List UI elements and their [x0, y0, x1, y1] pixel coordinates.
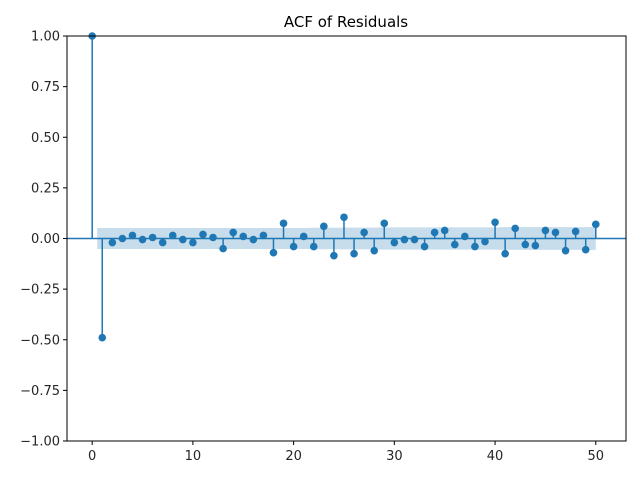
- stem-marker: [571, 227, 580, 236]
- y-tick-label: −0.75: [20, 384, 60, 399]
- stem-marker: [309, 242, 318, 251]
- stem-marker: [370, 246, 378, 255]
- stem-marker: [189, 238, 197, 247]
- stem-marker: [420, 242, 429, 251]
- stem-marker: [148, 233, 157, 242]
- stem-marker: [158, 238, 167, 247]
- stem-marker: [551, 228, 560, 237]
- stem-marker: [219, 244, 227, 253]
- stem-marker: [269, 248, 278, 257]
- stem-marker: [561, 246, 570, 255]
- stem-marker: [491, 218, 499, 227]
- stem-marker: [320, 222, 328, 231]
- stem-marker: [98, 333, 107, 342]
- stem-marker: [360, 228, 368, 237]
- x-tick-label: 20: [285, 449, 302, 464]
- y-tick-label: 0.75: [31, 80, 60, 95]
- stem-marker: [289, 242, 298, 251]
- stem-marker: [400, 235, 409, 244]
- stem-marker: [591, 220, 600, 229]
- stem-marker: [501, 249, 509, 258]
- y-tick-label: 0.00: [31, 232, 60, 247]
- x-tick-label: 30: [386, 449, 403, 464]
- stem-marker: [511, 224, 520, 233]
- stem-marker: [330, 251, 338, 260]
- stem-marker: [259, 231, 268, 240]
- stem-marker: [179, 235, 187, 244]
- stem-marker: [350, 249, 358, 258]
- stem-marker: [430, 228, 439, 237]
- stem-marker: [390, 238, 399, 247]
- y-tick-label: −0.50: [20, 333, 60, 348]
- x-tick-label: 10: [185, 449, 202, 464]
- stem-marker: [299, 232, 308, 241]
- stem-marker: [108, 238, 117, 247]
- stem-marker: [209, 233, 217, 242]
- stem-marker: [138, 235, 147, 244]
- stem-marker: [521, 240, 530, 249]
- y-tick-label: 0.50: [31, 131, 60, 146]
- stem-marker: [450, 240, 459, 249]
- y-tick-label: 1.00: [31, 30, 60, 45]
- x-tick-label: 40: [487, 449, 504, 464]
- stem-marker: [340, 213, 348, 222]
- stem-marker: [440, 226, 449, 235]
- stem-marker: [461, 232, 469, 241]
- stem-marker: [380, 219, 389, 228]
- stem-marker: [249, 235, 258, 244]
- stem-marker: [481, 237, 489, 246]
- x-tick-label: 0: [88, 449, 96, 464]
- stem-marker: [541, 226, 550, 235]
- stem-marker: [118, 234, 127, 243]
- y-tick-label: −1.00: [20, 435, 60, 450]
- chart-title: ACF of Residuals: [284, 13, 408, 31]
- stem-marker: [279, 219, 288, 228]
- stem-marker: [410, 235, 419, 244]
- stem-marker: [239, 232, 248, 241]
- x-tick-label: 50: [588, 449, 605, 464]
- stem-marker: [128, 231, 137, 240]
- stem-marker: [471, 242, 479, 251]
- stem-marker: [199, 230, 207, 239]
- y-tick-label: −0.25: [20, 283, 60, 298]
- stem-marker: [168, 231, 177, 240]
- stem-marker: [531, 241, 540, 250]
- y-tick-label: 0.25: [31, 181, 60, 196]
- stem-marker: [581, 245, 590, 254]
- stem-marker: [229, 228, 237, 237]
